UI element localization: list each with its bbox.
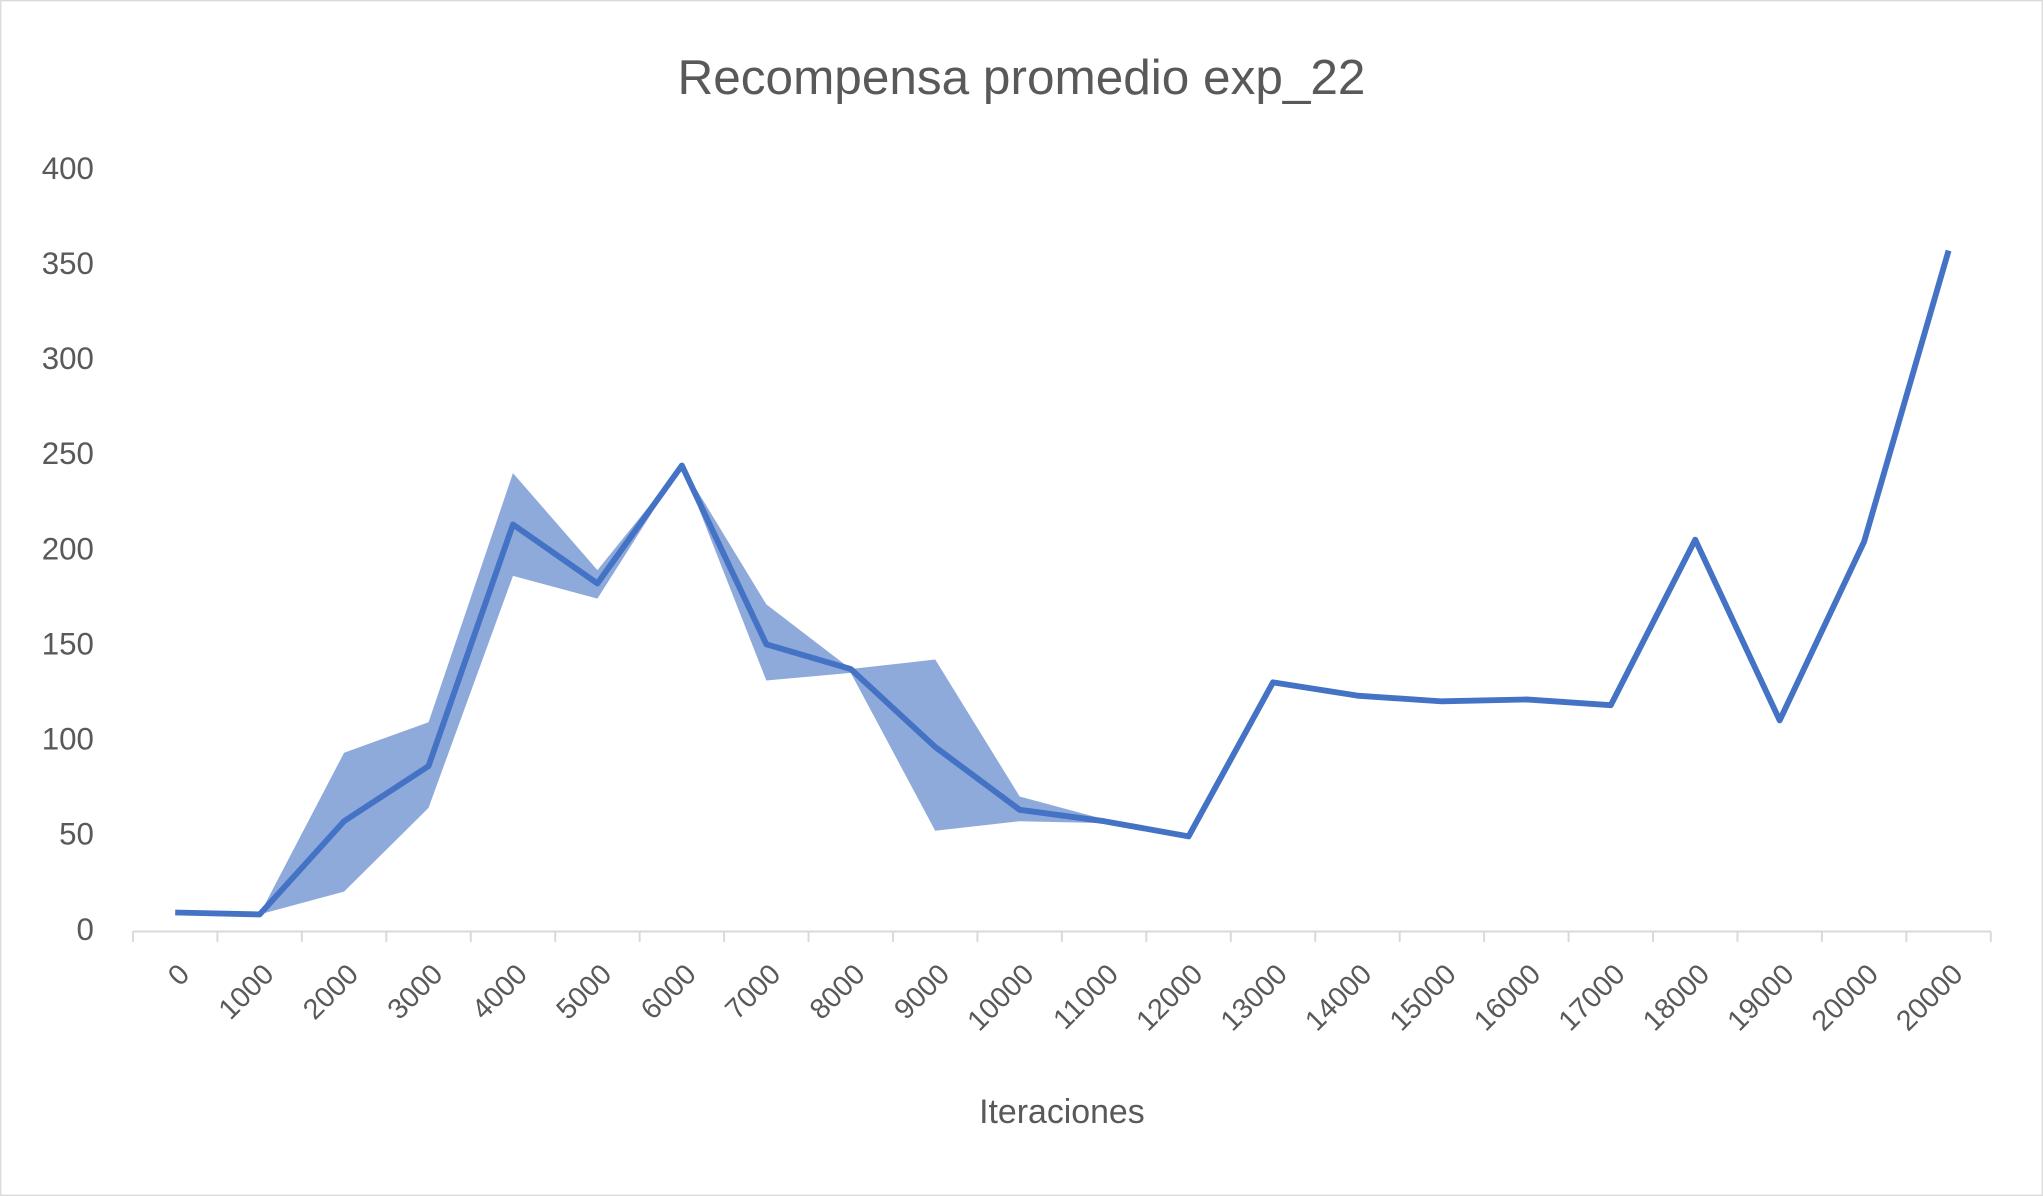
x-axis-label: Iteraciones (979, 1093, 1145, 1131)
y-tick-label: 50 (59, 817, 94, 852)
y-tick-label: 400 (42, 151, 94, 186)
y-tick-label: 350 (42, 246, 94, 281)
y-tick-label: 300 (42, 341, 94, 376)
y-tick-label: 0 (76, 912, 93, 947)
y-tick-label: 150 (42, 626, 94, 661)
y-tick-label: 250 (42, 436, 94, 471)
y-tick-label: 100 (42, 722, 94, 757)
chart-title: Recompensa promedio exp_22 (678, 50, 1366, 105)
line-series (175, 249, 1952, 918)
y-tick-label: 200 (42, 531, 94, 566)
band-area (175, 465, 1105, 915)
